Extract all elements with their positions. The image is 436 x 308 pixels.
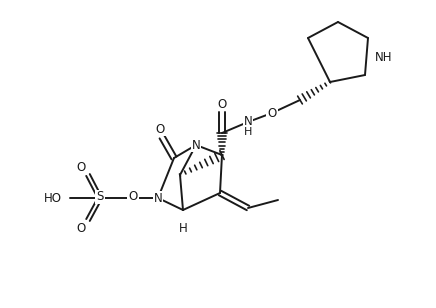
Text: HO: HO <box>44 192 62 205</box>
Text: O: O <box>267 107 276 120</box>
Text: O: O <box>76 221 85 234</box>
Text: H: H <box>244 127 252 137</box>
Text: O: O <box>128 191 138 204</box>
Text: N: N <box>244 115 252 128</box>
Text: NH: NH <box>375 51 392 63</box>
Text: N: N <box>153 192 162 205</box>
Text: S: S <box>96 191 104 204</box>
Text: O: O <box>218 98 227 111</box>
Text: N: N <box>192 139 201 152</box>
Text: H: H <box>179 221 187 234</box>
Text: O: O <box>155 123 165 136</box>
Text: O: O <box>76 160 85 173</box>
